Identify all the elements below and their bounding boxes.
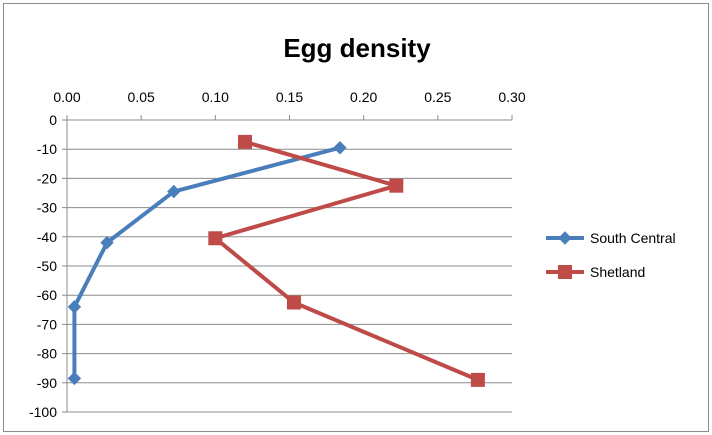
y-tick-label: -10 [37,141,57,157]
legend-label: Shetland [590,264,645,280]
legend-item-south-central: South Central [546,230,676,246]
legend-label: South Central [590,230,676,246]
x-tick-label: 0.00 [53,89,80,105]
data-point-shetland [208,231,223,246]
x-tick-label: 0.10 [202,89,229,105]
data-point-shetland [470,372,485,387]
y-tick-label: -50 [37,258,57,274]
y-tick-label: -80 [37,346,57,362]
data-point-shetland [286,295,301,310]
data-point-shetland [389,178,404,193]
y-tick-label: -30 [37,200,57,216]
legend: South Central Shetland [546,230,676,280]
data-point-south-central [100,235,114,250]
axes: 0 -10 -20 -30 -40 -50 -60 -70 -80 -90 -100 0.00 0.05… [29,89,526,420]
gridlines [67,119,512,413]
y-tick-label: -60 [37,287,57,303]
data-point-south-central [67,371,82,386]
x-tick-label: 0.05 [128,89,155,105]
series-shetland [208,134,485,387]
data-point-shetland [238,134,252,149]
y-tick-label: -100 [29,404,57,420]
data-point-south-central [167,184,181,199]
y-tick-label: 0 [49,112,57,128]
x-tick-label: 0.20 [350,89,377,105]
x-tick-label: 0.25 [424,89,451,105]
y-tick-label: -20 [37,170,57,186]
series-south-central [67,141,347,386]
legend-swatch-marker [558,265,572,279]
y-tick-label: -70 [37,316,57,332]
x-tick-label: 0.30 [498,89,525,105]
data-point-south-central [67,300,82,314]
data-point-south-central [333,141,347,155]
y-tick-label: -40 [37,229,57,245]
chart-border [3,3,709,432]
legend-swatch-marker [558,231,572,245]
x-tick-label: 0.15 [276,89,303,105]
legend-item-shetland: Shetland [546,264,645,280]
chart-title: Egg density [283,33,431,63]
series [67,134,485,387]
y-tick-label: -90 [37,375,57,391]
